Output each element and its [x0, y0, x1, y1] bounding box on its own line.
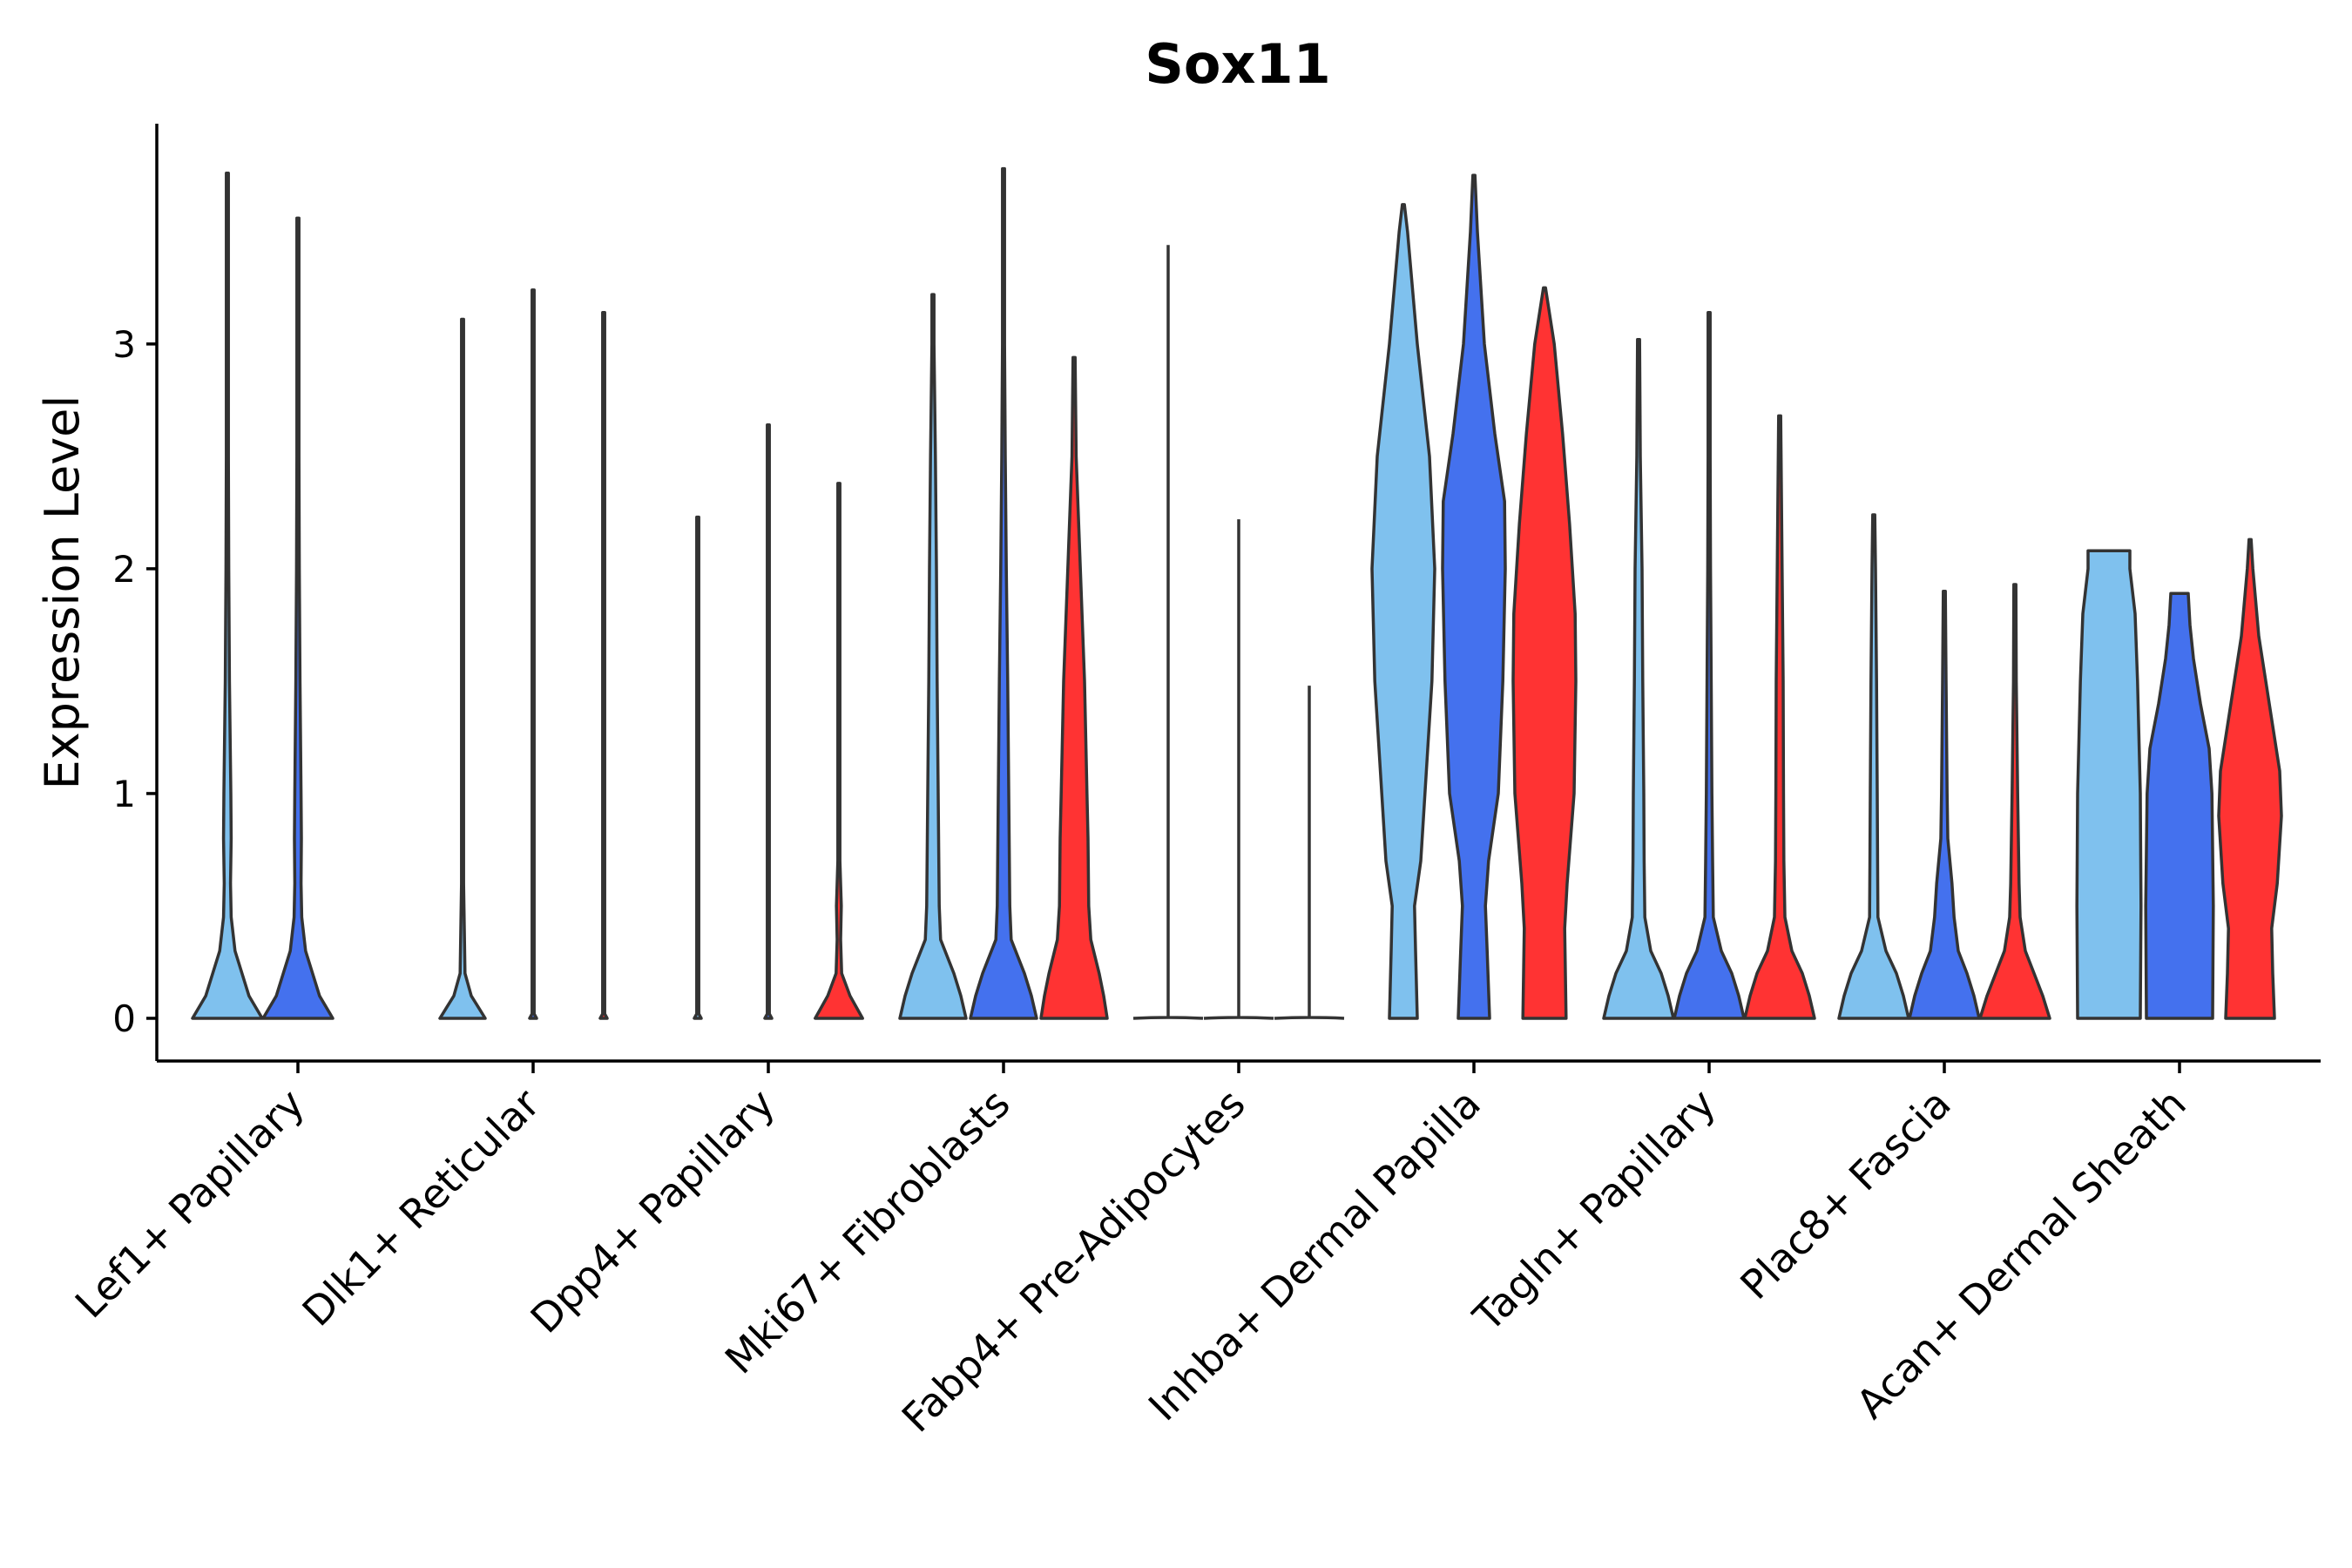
x-tick-label: Dpp4+ Papillary: [522, 1080, 784, 1342]
violin-plac8-fascia-1: [1908, 589, 1981, 1020]
violin-plac8-fascia-0: [1837, 513, 1910, 1020]
y-ticks-layer: 0 1 2 3: [112, 323, 157, 1040]
violin-dpp4-papillary-2: [814, 482, 864, 1020]
violin-dpp4-papillary-1: [763, 423, 774, 1020]
violin-mki67-fibroblasts-1: [969, 166, 1038, 1020]
y-tick-label: 3: [112, 323, 136, 366]
violin-flat-fabp4-pre-adipocytes-1: [1203, 519, 1274, 1020]
violin-flat-fabp4-pre-adipocytes-2: [1274, 686, 1345, 1020]
x-tick-label: Tagln+ Papillary: [1463, 1080, 1725, 1342]
violin-inhba-dermal-papilla-2: [1511, 286, 1578, 1020]
violin-flat-fabp4-pre-adipocytes-0: [1132, 245, 1204, 1020]
violin-inhba-dermal-papilla-0: [1370, 203, 1436, 1020]
x-tick-label: Lef1+ Papillary: [66, 1080, 314, 1328]
x-tick-label: Dlk1+ Reticular: [294, 1080, 549, 1335]
x-tick-label: Plac8+ Fascia: [1731, 1080, 1959, 1308]
chart-title: Sox11: [1145, 32, 1331, 96]
violin-acan-dermal-sheath-2: [2217, 537, 2283, 1020]
violin-mki67-fibroblasts-2: [1039, 355, 1109, 1020]
violin-tagln-papillary-0: [1602, 337, 1675, 1020]
violin-lef1-papillary-0: [191, 172, 264, 1020]
violin-tagln-papillary-2: [1743, 414, 1816, 1020]
violin-dlk1-reticular-0: [438, 317, 487, 1020]
violin-acan-dermal-sheath-1: [2144, 591, 2215, 1020]
violin-lef1-papillary-1: [261, 216, 335, 1020]
violin-dpp4-papillary-0: [693, 515, 703, 1020]
violin-acan-dermal-sheath-0: [2075, 549, 2143, 1020]
violin-dlk1-reticular-1: [528, 288, 538, 1020]
violin-mki67-fibroblasts-0: [898, 293, 968, 1020]
violins-layer: [191, 166, 2283, 1020]
violin-plac8-fascia-2: [1978, 583, 2051, 1020]
violin-tagln-papillary-1: [1673, 310, 1746, 1020]
y-tick-label: 1: [112, 773, 136, 815]
y-axis-label: Expression Level: [35, 395, 90, 790]
y-tick-label: 2: [112, 548, 136, 591]
violin-inhba-dermal-papilla-1: [1441, 173, 1507, 1020]
y-tick-label: 0: [112, 997, 136, 1040]
violin-dlk1-reticular-2: [598, 310, 609, 1020]
